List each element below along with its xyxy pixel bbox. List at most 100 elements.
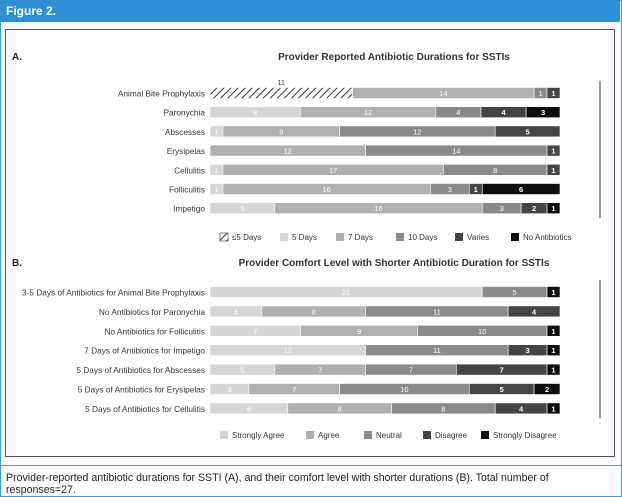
data-label: 9 <box>357 327 361 336</box>
category-label: Erysipelas <box>167 146 205 156</box>
bar-segment <box>546 164 561 176</box>
legend-swatch <box>306 431 314 439</box>
legend-label: No Antibiotics <box>523 233 571 242</box>
data-label: 5 <box>526 127 530 136</box>
legend-label: Varies <box>467 233 489 242</box>
category-label: 5 Days of Antibiotics for Cellulitis <box>85 404 205 414</box>
legend-swatch <box>220 431 228 439</box>
data-label: 1 <box>551 204 555 213</box>
panel-label: B. <box>12 258 22 269</box>
data-label: 8 <box>493 166 497 175</box>
data-label: 17 <box>329 166 337 175</box>
data-label: 1 <box>551 327 555 336</box>
data-label: 8 <box>441 404 445 413</box>
bar-segment <box>546 144 561 157</box>
category-label: 3-5 Days of Antibiotics for Animal Bite … <box>22 288 205 298</box>
bar-segment <box>533 383 561 395</box>
data-label: 10 <box>478 327 486 336</box>
legend-label: 5 Days <box>292 233 317 242</box>
bar-segment <box>546 363 561 376</box>
category-label: Animal Bite Prophylaxis <box>118 89 205 99</box>
data-label: 7 <box>500 366 504 375</box>
bar-segment <box>546 87 561 99</box>
data-label: 6 <box>247 404 251 413</box>
data-label: 3 <box>500 204 504 213</box>
category-label: 7 Days of Antibiotics for Impetigo <box>84 346 205 356</box>
bar-segment <box>546 402 561 415</box>
data-label: 1 <box>214 166 218 175</box>
data-label: 21 <box>342 288 350 297</box>
chart-title: Provider Reported Antibiotic Durations f… <box>278 52 510 63</box>
data-label: 5 <box>500 385 504 394</box>
data-label: 8 <box>253 108 257 117</box>
chart-box <box>5 29 615 457</box>
legend-swatch <box>396 233 404 241</box>
bar-segment <box>481 183 561 195</box>
data-label: 2 <box>545 385 549 394</box>
data-label: 5 <box>240 366 244 375</box>
category-label: Folliculitis <box>169 185 205 195</box>
data-label: 1 <box>538 89 542 98</box>
data-label: 5 <box>240 204 244 213</box>
legend-label: Neutral <box>376 431 402 440</box>
data-label: 12 <box>413 127 421 136</box>
data-label: 4 <box>519 404 524 413</box>
data-label: 7 <box>292 385 296 394</box>
legend-swatch <box>455 233 463 241</box>
bar-segment <box>507 305 561 318</box>
data-label: 1 <box>214 185 218 194</box>
caption-divider <box>0 465 622 466</box>
data-label: 16 <box>322 185 330 194</box>
legend-swatch <box>423 431 431 439</box>
chart-title: Provider Comfort Level with Shorter Anti… <box>239 258 550 269</box>
legend-label: ≤5 Days <box>232 233 261 242</box>
bar-segment <box>546 286 561 298</box>
legend-label: Agree <box>318 431 340 440</box>
data-label: 8 <box>312 307 316 316</box>
legend-swatch <box>280 233 288 241</box>
data-label: 4 <box>456 108 460 117</box>
data-label: 11 <box>278 80 285 87</box>
legend-label: 7 Days <box>348 233 373 242</box>
bar-segment <box>546 324 561 337</box>
data-label: 1 <box>551 166 555 175</box>
data-label: 4 <box>234 307 238 316</box>
data-label: 1 <box>214 127 218 136</box>
data-label: 14 <box>452 147 460 156</box>
bar-segment <box>209 87 353 99</box>
data-label: 3 <box>541 108 545 117</box>
data-label: 1 <box>551 89 555 98</box>
data-label: 7 <box>253 327 257 336</box>
data-label: 10 <box>400 385 408 394</box>
legend-label: Strongly Disagree <box>493 431 557 440</box>
panel-label: A. <box>12 52 22 63</box>
category-label: Impetigo <box>173 204 205 214</box>
data-label: 12 <box>364 108 372 117</box>
data-label: 1 <box>551 288 555 297</box>
data-label: 5 <box>513 288 517 297</box>
category-label: 5 Days of Antibiotics for Erysipelas <box>78 385 205 395</box>
data-label: 11 <box>433 307 441 316</box>
legend-label: Disagree <box>435 431 468 440</box>
bar-segment <box>494 125 561 138</box>
figure-label: Figure 2. <box>0 0 620 22</box>
legend-swatch <box>364 431 372 439</box>
data-label: 12 <box>284 147 292 156</box>
category-label: No Antibiotics for Paronychia <box>99 307 205 317</box>
data-label: 3 <box>227 385 231 394</box>
legend-label: Strongly Agree <box>232 431 285 440</box>
data-label: 1 <box>551 346 555 355</box>
data-label: 7 <box>318 366 322 375</box>
data-label: 4 <box>532 307 537 316</box>
figure-caption: Provider-reported antibiotic durations f… <box>6 472 549 496</box>
category-label: 5 Days of Antibiotics for Abscesses <box>76 365 205 375</box>
category-label: Paronychia <box>163 108 205 118</box>
category-label: Abscesses <box>165 127 205 137</box>
data-label: 6 <box>519 185 523 194</box>
data-label: 12 <box>284 346 292 355</box>
data-label: 11 <box>433 346 441 355</box>
legend-swatch <box>481 431 489 439</box>
data-label: 9 <box>279 127 283 136</box>
legend-swatch <box>336 233 344 241</box>
